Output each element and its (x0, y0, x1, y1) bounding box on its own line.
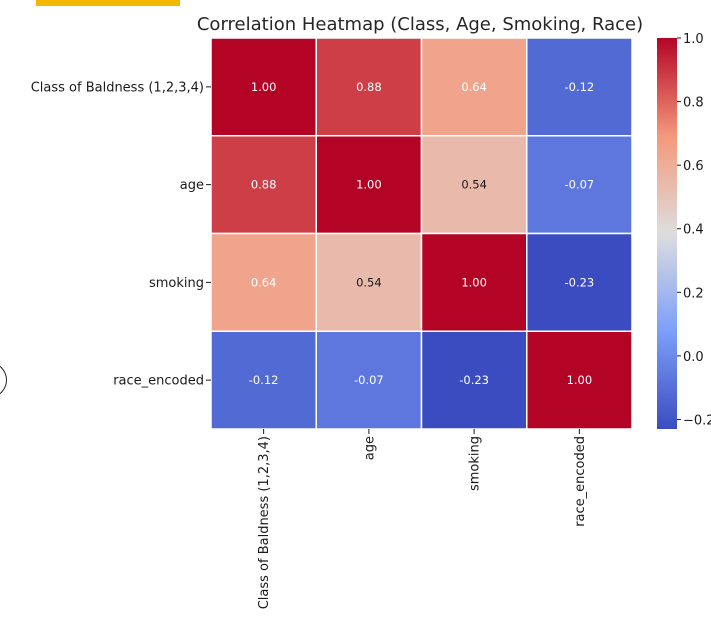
cell-value-label: 1.00 (251, 80, 277, 94)
cell-value-label: 1.00 (567, 373, 593, 387)
heatmap-cell (526, 330, 633, 430)
row-tick-label: smoking (149, 276, 204, 291)
heatmap-cell (315, 37, 423, 137)
cell-value-label: -0.23 (459, 373, 489, 387)
heatmap-cell (315, 232, 423, 332)
row-tick-label: race_encoded (113, 374, 204, 389)
column-tick-label: smoking (468, 436, 483, 491)
column-tick-label: Class of Baldness (1,2,3,4) (257, 436, 272, 609)
colorbar-tick-label: 1.0 (683, 32, 704, 47)
colorbar-tick-label: 0.2 (683, 286, 704, 301)
cell-value-label: 1.00 (356, 178, 382, 192)
column-tick-label: race_encoded (573, 436, 588, 527)
column-tick-label: age (362, 436, 377, 460)
colorbar-tick-label: 0.0 (683, 350, 704, 365)
heatmap-cell (420, 330, 528, 430)
heatmap-cell (210, 330, 317, 430)
cell-value-label: -0.12 (249, 373, 279, 387)
heatmap-cells: 1.00 0.88 0.64 -0.12 0.88 1.00 0.54 -0.07 0.64 0.… (210, 37, 633, 430)
cell-value-label: -0.07 (564, 178, 594, 192)
colorbar-tick-label: 0.6 (683, 159, 704, 174)
cell-value-label: 0.64 (251, 275, 277, 289)
heatmap-cell (315, 135, 423, 235)
heatmap-cell (210, 232, 317, 332)
cell-value-label: 0.88 (356, 80, 382, 94)
column-tick-labels: Class of Baldness (1,2,3,4) age smoking rac… (257, 429, 588, 609)
row-tick-label: age (180, 178, 204, 193)
cell-value-label: 0.88 (251, 178, 277, 192)
cell-value-label: 0.54 (461, 178, 487, 192)
cell-value-label: 0.64 (461, 80, 487, 94)
heatmap-cell (526, 135, 633, 235)
row-tick-label: Class of Baldness (1,2,3,4) (31, 80, 204, 95)
colorbar-tick-label: 0.8 (683, 96, 704, 111)
colorbar-scale (657, 38, 677, 429)
cell-value-label: -0.07 (354, 373, 384, 387)
heatmap-cell (526, 37, 633, 137)
colorbar-tick-label: 0.4 (683, 223, 704, 238)
colorbar: 1.0 0.8 0.6 0.4 0.2 0.0 −0.2 (657, 32, 711, 429)
cell-value-label: -0.23 (564, 275, 594, 289)
cell-value-label: 1.00 (461, 275, 487, 289)
cell-value-label: 0.54 (356, 275, 382, 289)
heatmap-cell (526, 232, 633, 332)
top-accent-bar (36, 0, 180, 6)
cell-value-label: -0.12 (564, 80, 594, 94)
heatmap-cell (420, 232, 528, 332)
colorbar-tick-label: −0.2 (683, 413, 711, 428)
row-tick-labels: Class of Baldness (1,2,3,4) age smoking rac… (31, 80, 211, 389)
chart-title: Correlation Heatmap (Class, Age, Smoking… (197, 14, 643, 35)
heatmap-cell (315, 330, 423, 430)
heatmap-cell (420, 135, 528, 235)
